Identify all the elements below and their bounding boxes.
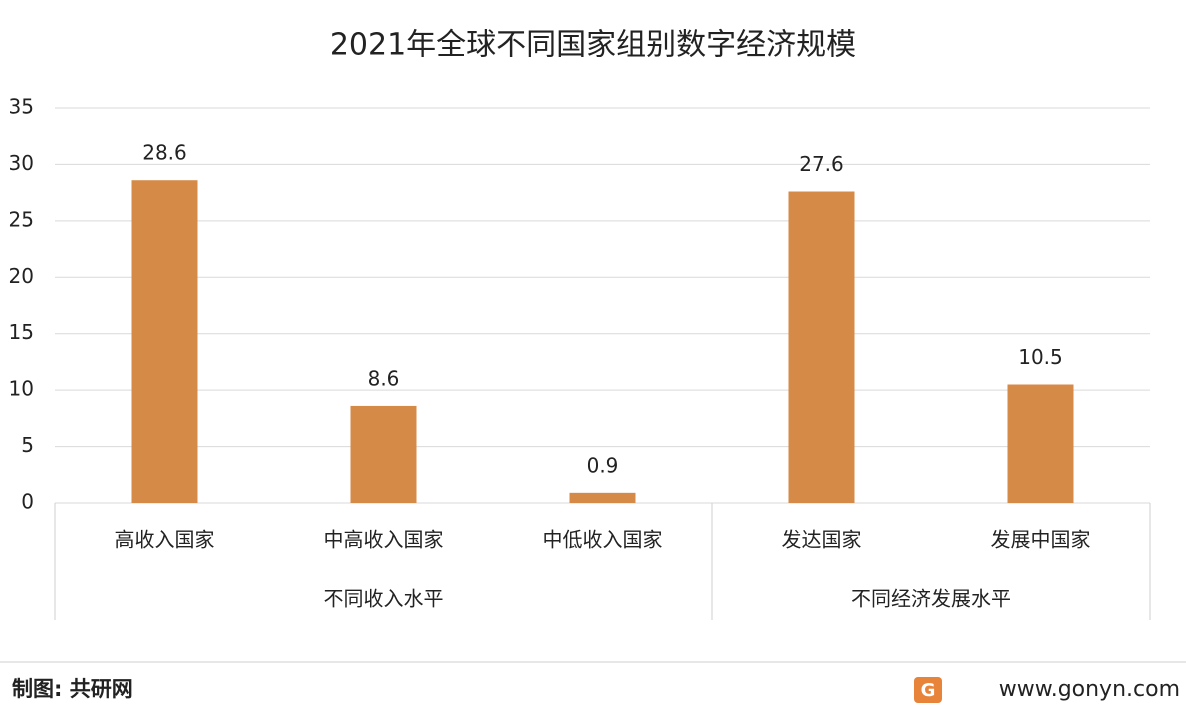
- y-tick-label: 15: [9, 320, 34, 344]
- logo-letter: G: [921, 680, 936, 701]
- y-tick-label: 30: [9, 151, 34, 175]
- group-label: 不同收入水平: [324, 587, 444, 611]
- x-tick-label: 中高收入国家: [324, 528, 444, 552]
- y-tick-label: 0: [21, 490, 34, 514]
- logo: [914, 677, 942, 703]
- data-label: 28.6: [142, 141, 187, 165]
- data-label: 0.9: [587, 453, 619, 477]
- bar: [1007, 384, 1074, 503]
- y-tick-label: 25: [9, 207, 34, 231]
- bar: [350, 405, 417, 503]
- bar: [569, 492, 636, 503]
- x-tick-label: 高收入国家: [115, 528, 215, 552]
- chart-title: 2021年全球不同国家组别数字经济规模: [330, 28, 856, 63]
- y-tick-label: 10: [9, 377, 34, 401]
- y-tick-label: 20: [9, 264, 34, 288]
- y-tick-label: 35: [9, 95, 34, 119]
- bar: [131, 180, 198, 503]
- x-tick-label: 发达国家: [782, 528, 862, 552]
- x-tick-label: 中低收入国家: [543, 528, 663, 552]
- y-tick-label: 5: [21, 433, 34, 457]
- data-label: 8.6: [368, 366, 400, 390]
- group-label: 不同经济发展水平: [851, 587, 1011, 611]
- footer-source: 制图: 共研网: [12, 677, 133, 701]
- x-tick-label: 发展中国家: [991, 528, 1091, 552]
- footer-website: www.gonyn.com: [999, 677, 1180, 702]
- data-label: 10.5: [1018, 345, 1063, 369]
- data-label: 27.6: [799, 152, 844, 176]
- bar: [788, 191, 855, 503]
